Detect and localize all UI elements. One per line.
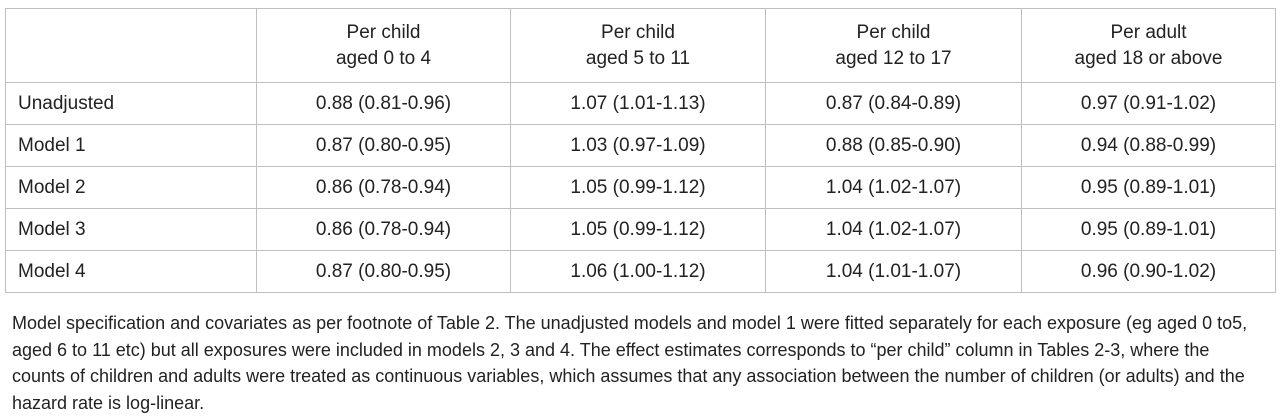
- table-cell: 0.96 (0.90-1.02): [1021, 250, 1276, 293]
- table-cell: 1.05 (0.99-1.12): [510, 208, 766, 251]
- column-header-line2: aged 0 to 4: [335, 47, 432, 69]
- row-label: Model 1: [5, 124, 257, 167]
- column-header-line1: Per child: [346, 21, 421, 43]
- table-cell: 0.87 (0.80-0.95): [256, 250, 511, 293]
- row-label: Model 4: [5, 250, 257, 293]
- table-cell: 0.86 (0.78-0.94): [256, 208, 511, 251]
- table-row: Model 4 0.87 (0.80-0.95) 1.06 (1.00-1.12…: [5, 250, 1276, 293]
- table-cell: 1.07 (1.01-1.13): [510, 82, 766, 125]
- table-cell: 1.04 (1.02-1.07): [765, 208, 1022, 251]
- page: Per child aged 0 to 4 Per child aged 5 t…: [5, 8, 1276, 413]
- table-cell: 0.87 (0.80-0.95): [256, 124, 511, 167]
- column-header: Per adult aged 18 or above: [1021, 8, 1276, 83]
- table-row: Unadjusted 0.88 (0.81-0.96) 1.07 (1.01-1…: [5, 82, 1276, 125]
- column-header: Per child aged 0 to 4: [256, 8, 511, 83]
- results-table: Per child aged 0 to 4 Per child aged 5 t…: [5, 8, 1276, 293]
- table-cell: 0.97 (0.91-1.02): [1021, 82, 1276, 125]
- table-cell: 0.95 (0.89-1.01): [1021, 208, 1276, 251]
- column-header: Per child aged 5 to 11: [510, 8, 766, 83]
- table-cell: 0.95 (0.89-1.01): [1021, 166, 1276, 209]
- corner-header: [5, 8, 257, 83]
- table-row: Model 3 0.86 (0.78-0.94) 1.05 (0.99-1.12…: [5, 208, 1276, 251]
- table-cell: 1.06 (1.00-1.12): [510, 250, 766, 293]
- header-row: Per child aged 0 to 4 Per child aged 5 t…: [5, 8, 1276, 83]
- table-cell: 1.04 (1.02-1.07): [765, 166, 1022, 209]
- column-header-line2: aged 12 to 17: [835, 47, 952, 69]
- table-cell: 1.04 (1.01-1.07): [765, 250, 1022, 293]
- column-header-line1: Per child: [856, 21, 931, 43]
- column-header-line1: Per adult: [1110, 21, 1187, 43]
- table-cell: 0.87 (0.84-0.89): [765, 82, 1022, 125]
- table-cell: 1.03 (0.97-1.09): [510, 124, 766, 167]
- column-header-line1: Per child: [601, 21, 675, 43]
- table-cell: 0.88 (0.85-0.90): [765, 124, 1022, 167]
- column-header-line2: aged 18 or above: [1074, 47, 1223, 69]
- table-footnote: Model specification and covariates as pe…: [12, 313, 1248, 413]
- table-cell: 1.05 (0.99-1.12): [510, 166, 766, 209]
- table-row: Model 1 0.87 (0.80-0.95) 1.03 (0.97-1.09…: [5, 124, 1276, 167]
- column-header-line2: aged 5 to 11: [585, 47, 691, 69]
- table-cell: 0.94 (0.88-0.99): [1021, 124, 1276, 167]
- table-cell: 0.88 (0.81-0.96): [256, 82, 511, 125]
- row-label: Model 3: [5, 208, 257, 251]
- column-header: Per child aged 12 to 17: [765, 8, 1022, 83]
- row-label: Unadjusted: [5, 82, 257, 125]
- table-row: Model 2 0.86 (0.78-0.94) 1.05 (0.99-1.12…: [5, 166, 1276, 209]
- row-label: Model 2: [5, 166, 257, 209]
- table-cell: 0.86 (0.78-0.94): [256, 166, 511, 209]
